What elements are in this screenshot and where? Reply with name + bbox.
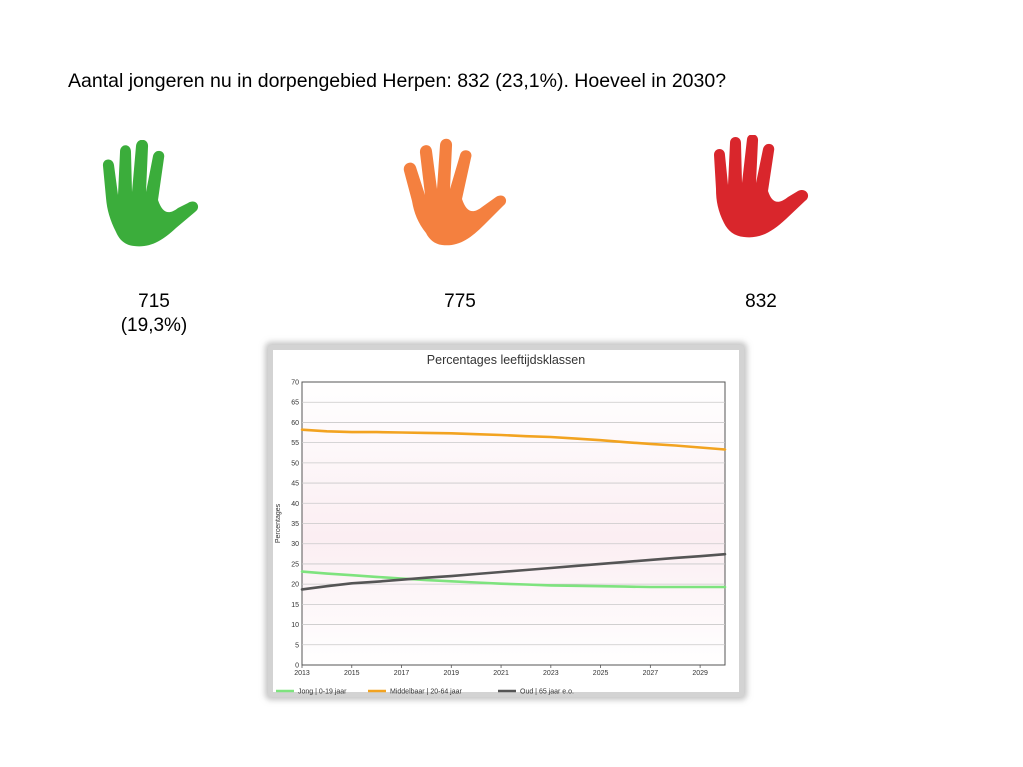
series-line-3: [300, 552, 727, 591]
y-tick-label: 5: [295, 642, 299, 649]
series-lines: [300, 428, 727, 591]
hand-icon-red[interactable]: [708, 135, 812, 241]
y-tick-label: 35: [291, 521, 299, 528]
x-tick-label: 2023: [543, 670, 559, 677]
page-title: Aantal jongeren nu in dorpengebied Herpe…: [68, 70, 727, 92]
y-tick-label: 50: [291, 460, 299, 467]
y-tick-label: 10: [291, 622, 299, 629]
hand-shape: [102, 140, 198, 247]
x-tick-label: 2025: [593, 670, 609, 677]
x-tick-label: 2029: [692, 670, 708, 677]
hand-icon-orange[interactable]: [400, 137, 512, 249]
option-percent: (19,3%): [120, 315, 188, 336]
series-line-1: [300, 570, 727, 589]
hand-path: [102, 140, 198, 247]
chart-frame: Percentages leeftijdsklassen 0 5 10 15 20 25 3…: [268, 345, 744, 697]
y-tick-label: 55: [291, 440, 299, 447]
y-tick-label: 30: [291, 541, 299, 548]
x-axis-ticks: 2013 2015 2017 2019 2021 2023 2025 2027 2029: [294, 665, 708, 677]
x-tick-label: 2013: [294, 670, 310, 677]
option-number: 715: [138, 291, 170, 312]
option-number: 832: [745, 291, 777, 312]
x-tick-label: 2027: [643, 670, 659, 677]
series-line-2: [300, 428, 727, 451]
hand-path: [714, 135, 808, 238]
option-number: 775: [444, 291, 476, 312]
y-tick-label: 65: [291, 400, 299, 407]
gridlines: [302, 401, 725, 646]
legend-label: Oud | 65 jaar e.o.: [520, 689, 574, 696]
chart-title: Percentages leeftijdsklassen: [427, 353, 585, 367]
y-axis-ticks: 0 5 10 15 20 25 30 35 40 45 50 55 60 65 70: [291, 380, 299, 670]
hand-shape: [403, 138, 507, 246]
legend-label: Middelbaar | 20-64 jaar: [390, 689, 463, 696]
y-axis-label: Percentages: [275, 503, 282, 543]
y-tick-label: 70: [291, 380, 299, 387]
y-tick-label: 60: [291, 420, 299, 427]
option-value-2: 775: [400, 290, 520, 314]
x-tick-label: 2015: [344, 670, 360, 677]
y-tick-label: 25: [291, 561, 299, 568]
x-tick-label: 2017: [394, 670, 410, 677]
legend: Jong | 0-19 jaar Middelbaar | 20-64 jaar O…: [276, 689, 574, 696]
option-value-3: 832: [701, 290, 821, 314]
hand-shape: [714, 135, 808, 238]
y-tick-label: 20: [291, 582, 299, 589]
y-tick-label: 45: [291, 481, 299, 488]
option-value-1: 715 (19,3%): [94, 290, 214, 338]
y-tick-label: 15: [291, 602, 299, 609]
y-tick-label: 40: [291, 501, 299, 508]
x-tick-label: 2019: [444, 670, 460, 677]
x-tick-label: 2021: [493, 670, 509, 677]
hand-path: [403, 138, 507, 246]
line-chart: Percentages leeftijdsklassen 05101520253…: [273, 350, 739, 696]
legend-label: Jong | 0-19 jaar: [298, 689, 347, 696]
hand-icon-green[interactable]: [98, 140, 202, 250]
y-tick-label: 0: [295, 663, 299, 670]
